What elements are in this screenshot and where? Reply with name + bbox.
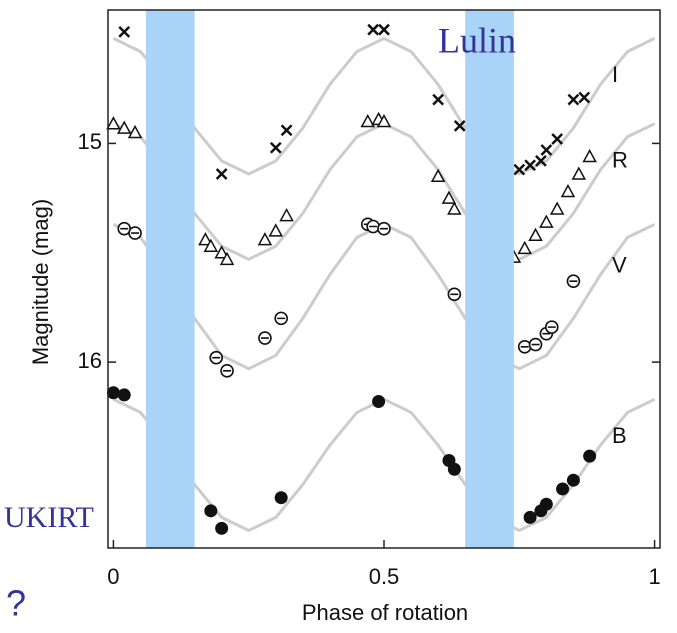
point bbox=[544, 320, 559, 334]
point bbox=[430, 168, 446, 182]
point bbox=[274, 491, 288, 505]
point bbox=[220, 364, 234, 378]
point bbox=[214, 245, 229, 259]
shaded-region bbox=[465, 10, 514, 548]
x-axis-title: Phase of rotation bbox=[302, 600, 468, 625]
x-tick-label: 0.5 bbox=[369, 564, 400, 589]
point bbox=[204, 504, 218, 518]
series-label: B bbox=[612, 423, 627, 448]
point bbox=[376, 113, 392, 128]
point bbox=[551, 133, 564, 145]
point bbox=[215, 521, 229, 535]
point bbox=[127, 124, 143, 139]
point bbox=[540, 144, 553, 156]
point bbox=[447, 201, 462, 215]
point bbox=[377, 221, 391, 236]
point bbox=[524, 159, 537, 172]
point bbox=[372, 394, 386, 408]
point bbox=[279, 208, 294, 222]
point bbox=[441, 190, 457, 204]
x-tick-label: 0 bbox=[107, 564, 119, 589]
point bbox=[258, 331, 272, 345]
point bbox=[539, 497, 553, 511]
point bbox=[360, 113, 376, 128]
point bbox=[128, 226, 142, 240]
annotation: UKIRT bbox=[4, 501, 94, 534]
series-label: I bbox=[612, 62, 618, 87]
y-tick-label: 16 bbox=[78, 348, 102, 373]
y-tick-label: 15 bbox=[78, 129, 102, 154]
point bbox=[535, 155, 547, 167]
point bbox=[219, 251, 235, 266]
point bbox=[269, 141, 282, 154]
point bbox=[215, 168, 228, 180]
point bbox=[549, 201, 565, 215]
point bbox=[257, 232, 273, 246]
x-tick-label: 1 bbox=[648, 564, 660, 589]
annotation: Lulin bbox=[438, 20, 516, 60]
point bbox=[106, 116, 121, 130]
point bbox=[106, 386, 120, 400]
point bbox=[366, 219, 380, 234]
point bbox=[571, 166, 587, 180]
fit-curve bbox=[112, 36, 656, 176]
point bbox=[539, 214, 554, 228]
point bbox=[198, 232, 213, 246]
point bbox=[116, 120, 132, 134]
point bbox=[447, 287, 462, 302]
point bbox=[556, 482, 570, 496]
point bbox=[117, 388, 131, 402]
point bbox=[567, 93, 580, 106]
point bbox=[378, 23, 390, 36]
point bbox=[453, 120, 466, 132]
point bbox=[268, 223, 284, 237]
point bbox=[578, 91, 591, 104]
point bbox=[209, 350, 224, 365]
point bbox=[566, 274, 581, 288]
point bbox=[528, 227, 543, 242]
point bbox=[447, 462, 461, 476]
point bbox=[517, 340, 532, 354]
point bbox=[367, 23, 380, 36]
annotation: ? bbox=[6, 583, 26, 624]
point bbox=[528, 337, 543, 352]
point bbox=[517, 240, 532, 255]
point bbox=[513, 163, 526, 176]
y-axis-title: Magnitude (mag) bbox=[28, 199, 53, 365]
shaded-region bbox=[145, 10, 195, 548]
series-label: V bbox=[612, 252, 627, 277]
point bbox=[583, 449, 597, 463]
point bbox=[280, 124, 293, 137]
point bbox=[432, 93, 445, 106]
point bbox=[560, 183, 576, 198]
point bbox=[274, 311, 288, 326]
point bbox=[118, 25, 131, 38]
point bbox=[582, 148, 597, 163]
point bbox=[566, 473, 580, 487]
point bbox=[523, 510, 537, 524]
series-label: R bbox=[612, 147, 628, 172]
point bbox=[203, 238, 219, 252]
